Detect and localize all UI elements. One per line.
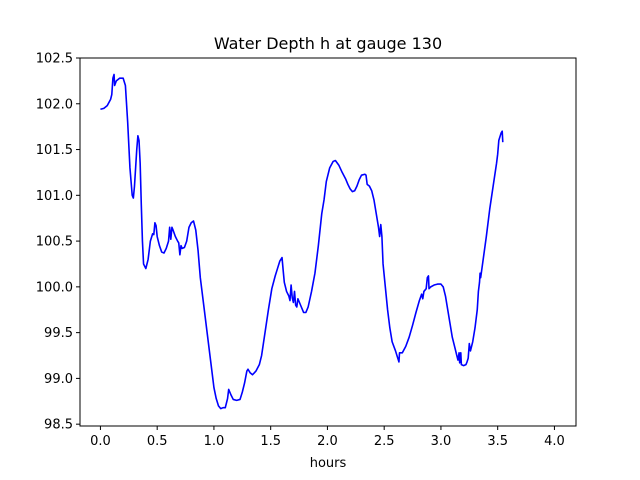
plot-frame (79, 57, 577, 427)
plot-area (100, 73, 504, 410)
y-tick-label: 99.0 (44, 372, 73, 387)
x-tick-label: 0.5 (147, 434, 168, 449)
x-tick-label: 1.0 (204, 434, 225, 449)
x-tick-label: 4.0 (544, 434, 565, 449)
x-tick-label: 3.0 (431, 434, 452, 449)
y-tick-label: 100.0 (36, 280, 73, 295)
x-tick-label: 3.5 (487, 434, 508, 449)
y-tick-label: 101.5 (36, 143, 73, 158)
x-tick-label: 2.5 (374, 434, 395, 449)
y-tick-label: 100.5 (36, 235, 73, 250)
y-axis: 98.5 99.0 99.5 100.0 100.5 101.0 101.5 102.0 102… (36, 52, 80, 433)
y-tick-label: 99.5 (44, 326, 73, 341)
series-line-0 (100, 73, 504, 410)
y-tick-label: 102.0 (36, 97, 73, 112)
y-tick-label: 98.5 (44, 418, 73, 433)
x-tick-label: 1.5 (260, 434, 281, 449)
x-axis-label: hours (310, 456, 347, 471)
x-axis: 0.0 0.5 1.0 1.5 2.0 2.5 3.0 3.5 4.0 (90, 426, 565, 449)
x-tick-label: 2.0 (317, 434, 338, 449)
y-tick-label: 102.5 (36, 52, 73, 67)
chart-title: Water Depth h at gauge 130 (214, 34, 442, 53)
y-tick-label: 101.0 (36, 189, 73, 204)
x-tick-label: 0.0 (90, 434, 111, 449)
